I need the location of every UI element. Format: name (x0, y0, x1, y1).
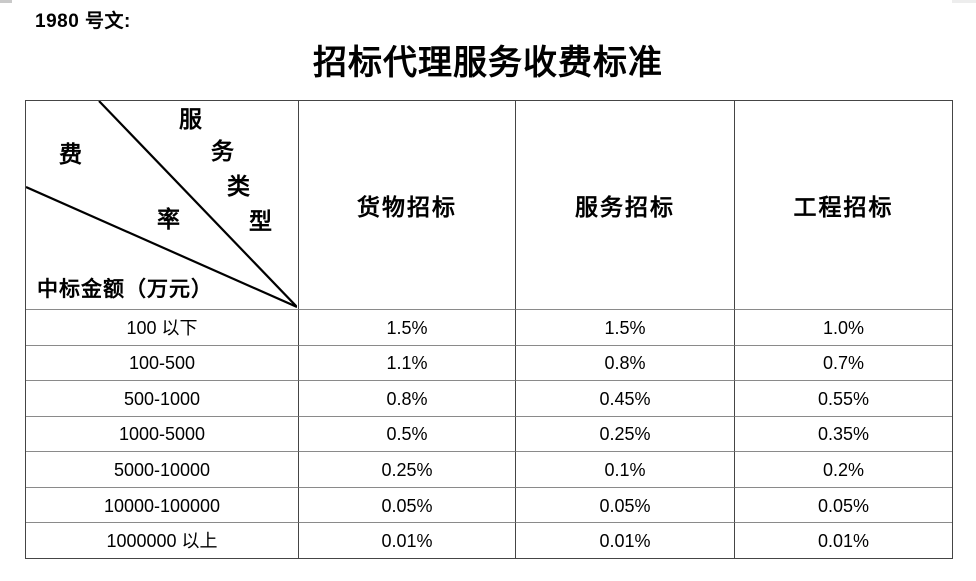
row-amount: 1000-5000 (26, 415, 298, 452)
rate-works: 0.05% (734, 486, 952, 523)
corner-fee-char: 费 (59, 142, 82, 167)
column-header-services: 服务招标 (515, 101, 734, 309)
rate-services: 1.5% (515, 309, 734, 345)
rate-services: 0.25% (515, 415, 734, 452)
amount-axis-label: 中标金额（万元） (37, 277, 213, 301)
row-amount: 1000000 以上 (26, 522, 298, 558)
row-amount: 500-1000 (26, 380, 298, 416)
corner-rate-char: 率 (157, 207, 180, 232)
rate-services: 0.05% (515, 486, 734, 523)
rate-works: 0.35% (734, 415, 952, 452)
scan-artifact-top-left (0, 0, 12, 3)
column-header-goods: 货物招标 (298, 101, 515, 309)
diagonal-header-cell: 服 务 类 型 费 率 中标金额（万元） (26, 101, 298, 309)
rate-goods: 0.5% (298, 415, 515, 452)
corner-type-char-2: 务 (211, 139, 234, 164)
diagonal-split-lines (26, 101, 297, 308)
rate-goods: 0.05% (298, 486, 515, 523)
rate-works: 1.0% (734, 309, 952, 345)
row-amount: 5000-10000 (26, 451, 298, 487)
rate-services: 0.45% (515, 380, 734, 416)
row-amount: 100 以下 (26, 309, 298, 345)
corner-type-char-4: 型 (249, 209, 272, 234)
rate-works: 0.01% (734, 522, 952, 558)
rate-goods: 0.25% (298, 451, 515, 487)
rate-services: 0.8% (515, 344, 734, 381)
rate-services: 0.01% (515, 522, 734, 558)
document-reference: 1980 号文: (35, 11, 131, 32)
rate-goods: 0.8% (298, 380, 515, 416)
page-title: 招标代理服务收费标准 (313, 45, 663, 82)
column-header-works: 工程招标 (734, 101, 952, 309)
rate-goods: 1.5% (298, 309, 515, 345)
rate-works: 0.55% (734, 380, 952, 416)
scan-artifact-top-right (952, 0, 976, 3)
rate-goods: 1.1% (298, 344, 515, 381)
row-amount: 10000-100000 (26, 486, 298, 523)
row-amount: 100-500 (26, 344, 298, 381)
rate-goods: 0.01% (298, 522, 515, 558)
rate-works: 0.2% (734, 451, 952, 487)
corner-type-char-3: 类 (227, 174, 250, 199)
rate-works: 0.7% (734, 344, 952, 381)
fee-standard-table: 服 务 类 型 费 率 中标金额（万元） 货物招标 服务招标 工程招标 100 … (25, 100, 953, 559)
corner-type-char-1: 服 (179, 107, 202, 132)
rate-services: 0.1% (515, 451, 734, 487)
